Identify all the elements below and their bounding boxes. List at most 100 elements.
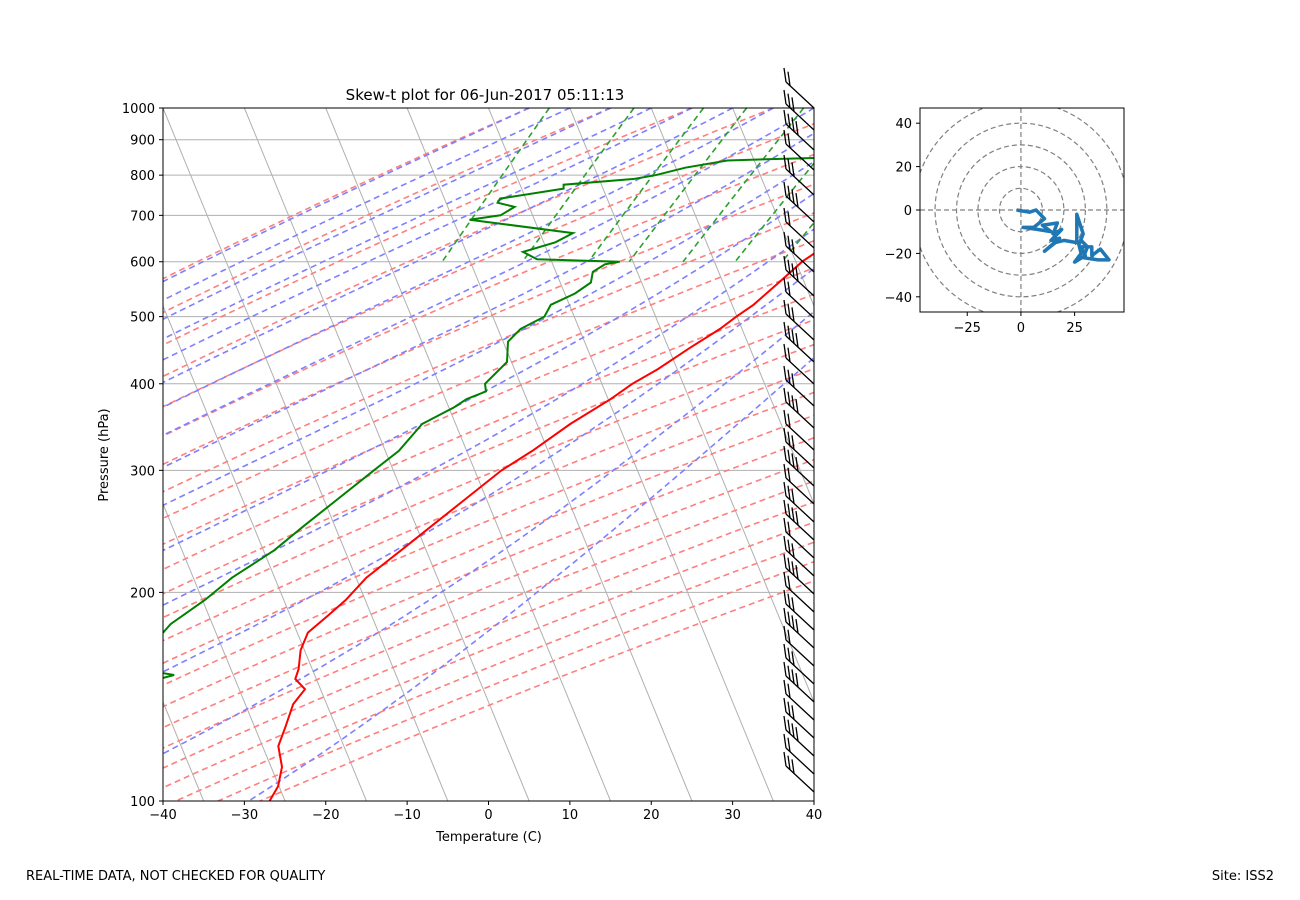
moist-adiabat	[163, 108, 733, 384]
wind-barb-shaft	[785, 441, 815, 469]
wind-barb-shaft	[785, 639, 815, 667]
wind-barb	[783, 733, 815, 775]
wind-barb-shaft	[785, 143, 815, 171]
isotherm-line	[325, 108, 612, 801]
wind-barb-feather	[795, 333, 799, 348]
wind-barb	[783, 277, 815, 319]
hodograph-y-ticks: 40 20 0 −20 −40	[885, 117, 920, 306]
wind-barb	[783, 625, 815, 667]
wind-barb-feather	[787, 259, 791, 274]
y-tick-label: 300	[130, 464, 155, 479]
wind-barb-feather	[783, 553, 787, 569]
moist-adiabat	[163, 192, 814, 552]
moist-adiabat	[163, 108, 571, 302]
wind-barb-feather	[787, 737, 791, 752]
wind-barb-feather	[783, 89, 787, 105]
wind-barb-shaft	[785, 423, 815, 451]
hodo-x-tick-label: 0	[1017, 321, 1025, 336]
dry-adiabat	[259, 580, 814, 801]
wind-barb-feather	[791, 561, 795, 576]
x-tick-label: 0	[484, 808, 492, 823]
wind-barb-shaft	[785, 221, 815, 249]
dry-adiabat	[163, 293, 814, 571]
hodo-x-tick-label: 25	[1066, 321, 1083, 336]
wind-barb	[783, 481, 815, 523]
mixing-ratio-line	[628, 108, 748, 263]
wind-barb-feather	[787, 485, 791, 500]
hodograph-area	[920, 108, 1124, 312]
dry-adiabat	[163, 153, 814, 437]
wind-barb-feather	[791, 489, 795, 504]
dry-adiabat	[163, 436, 814, 708]
wind-barb	[783, 365, 815, 407]
skewt-title: Skew-t plot for 06-Jun-2017 05:11:13	[346, 86, 625, 104]
wind-barb-feather	[783, 445, 787, 461]
wind-barb	[783, 445, 815, 487]
dry-adiabat	[163, 267, 814, 546]
hodo-y-tick-label: 20	[895, 161, 912, 176]
wind-barb-feather	[783, 661, 787, 677]
skewt-plot: −40 −30 −20 −10 0 10 20 30 40 100200300400500600…	[97, 86, 946, 845]
wind-barb-shaft	[785, 123, 815, 151]
mixing-ratio-line	[817, 108, 946, 262]
mixing-ratio-line	[781, 221, 814, 263]
wind-barb-feather	[787, 391, 791, 406]
wind-barb-shaft	[785, 621, 815, 649]
mixing-ratio-line	[682, 108, 805, 263]
wind-barb-shaft	[785, 711, 815, 739]
wind-barb-shaft	[785, 531, 815, 559]
wind-barb-feather	[791, 597, 795, 612]
wind-barb-shaft	[785, 657, 815, 685]
moist-adiabat	[163, 108, 774, 409]
wind-barb-feather	[791, 615, 795, 630]
wind-barb	[783, 154, 815, 196]
dry-adiabat	[163, 108, 611, 314]
x-tick-label: −20	[312, 808, 339, 823]
wind-barb-feather	[783, 571, 787, 587]
wind-barb-shaft	[785, 168, 815, 196]
wind-barb-shaft	[785, 567, 815, 595]
hodograph-rings	[920, 108, 1124, 312]
dry-adiabat	[163, 367, 814, 642]
wind-barb	[783, 463, 815, 505]
wind-barb	[783, 207, 815, 249]
wind-barb	[783, 67, 815, 109]
dry-adiabat	[163, 108, 530, 280]
wind-barb-feather	[787, 593, 791, 608]
isotherm-line	[163, 304, 367, 801]
dewpoint-trace	[163, 156, 814, 679]
wind-barb-feather	[787, 369, 791, 384]
wind-barb-feather	[791, 97, 795, 112]
y-tick-label: 200	[130, 586, 155, 601]
wind-barb	[783, 607, 815, 649]
x-tick-label: −30	[231, 808, 258, 823]
wind-barb-shaft	[785, 675, 815, 703]
x-tick-label: 40	[806, 808, 823, 823]
wind-barb-feather	[783, 299, 787, 315]
wind-barb-feather	[787, 683, 791, 698]
wind-barb	[783, 661, 815, 703]
wind-barb-feather	[787, 701, 791, 716]
wind-barb-shaft	[785, 603, 815, 631]
wind-barb	[783, 715, 815, 757]
wind-barb	[783, 343, 815, 385]
wind-barb-feather	[787, 235, 791, 250]
x-tick-label: 30	[724, 808, 741, 823]
y-tick-label: 700	[130, 209, 155, 224]
wind-barb-shaft	[785, 313, 815, 341]
wind-barb-feather	[783, 679, 787, 695]
y-tick-label: 1000	[122, 102, 155, 117]
dry-adiabat	[163, 183, 814, 466]
wind-barb-feather	[783, 67, 787, 83]
dry-adiabat	[175, 541, 814, 801]
wind-barb-feather	[791, 307, 795, 322]
wind-barb-feather	[787, 665, 791, 680]
wind-barb-feather	[787, 93, 791, 108]
pressure-axis-label: Pressure (hPa)	[97, 408, 112, 501]
wind-barb-shaft	[785, 765, 815, 793]
wind-barb-feather	[787, 503, 791, 518]
wind-barb-feather	[783, 129, 787, 145]
hodo-y-tick-label: −40	[885, 291, 912, 306]
wind-barb-feather	[787, 449, 791, 464]
